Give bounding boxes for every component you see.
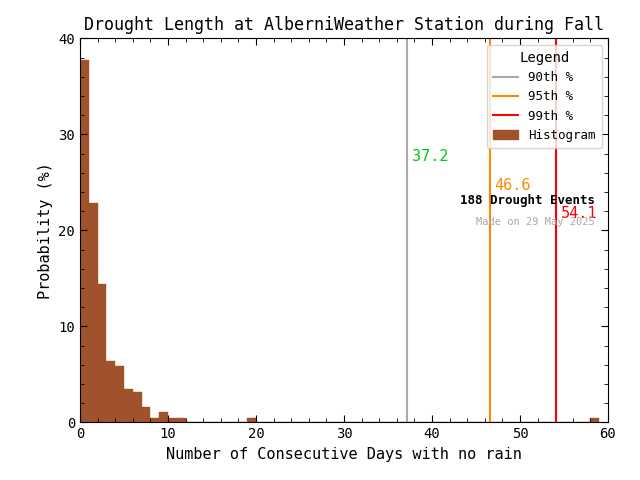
Bar [133, 392, 141, 422]
Bar [106, 361, 115, 422]
Bar [591, 418, 599, 422]
Bar [168, 418, 177, 422]
Bar [124, 389, 133, 422]
Bar [177, 418, 186, 422]
Text: 188 Drought Events: 188 Drought Events [460, 194, 595, 207]
Bar [141, 407, 150, 422]
Bar [97, 284, 106, 422]
Bar [159, 412, 168, 422]
Text: 46.6: 46.6 [495, 178, 531, 192]
Bar [80, 60, 89, 422]
Bar [247, 418, 256, 422]
Y-axis label: Probability (%): Probability (%) [38, 162, 53, 299]
X-axis label: Number of Consecutive Days with no rain: Number of Consecutive Days with no rain [166, 447, 522, 462]
Bar [150, 418, 159, 422]
Bar [89, 203, 97, 422]
Text: 54.1: 54.1 [561, 206, 597, 221]
Text: Made on 29 May 2025: Made on 29 May 2025 [476, 217, 595, 227]
Title: Drought Length at AlberniWeather Station during Fall: Drought Length at AlberniWeather Station… [84, 16, 604, 34]
Bar [115, 366, 124, 422]
Legend: 90th %, 95th %, 99th %, Histogram: 90th %, 95th %, 99th %, Histogram [487, 45, 602, 148]
Text: 37.2: 37.2 [412, 149, 448, 164]
